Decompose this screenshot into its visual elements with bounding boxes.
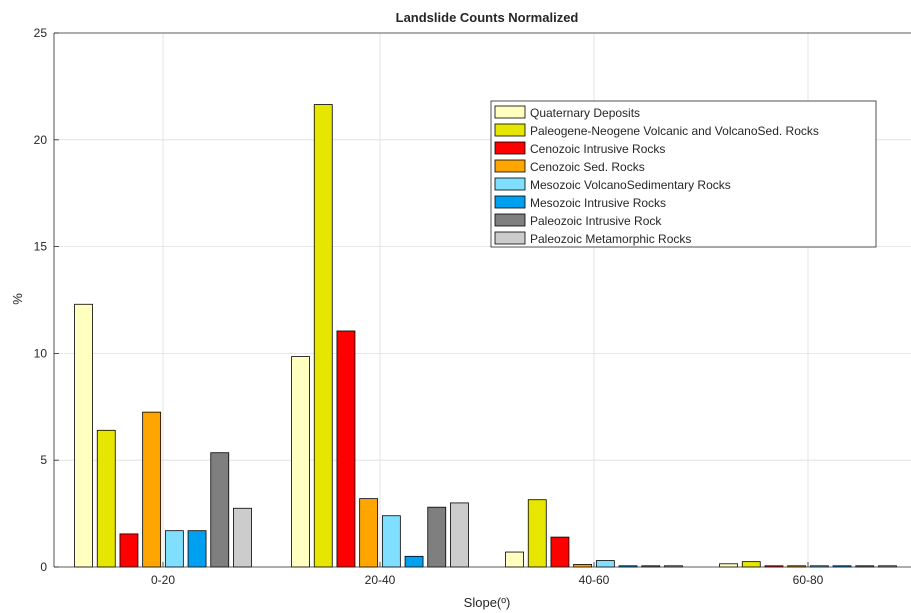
legend-box: [490, 100, 877, 248]
x-tick-label: 60-80: [793, 573, 824, 587]
bar: [210, 452, 230, 568]
bar: [96, 429, 116, 568]
bar: [359, 498, 379, 568]
bar: [164, 530, 184, 568]
legend-swatch: [494, 105, 526, 119]
legend-swatch: [494, 195, 526, 209]
y-tick-label: 10: [34, 346, 48, 360]
bar: [550, 536, 570, 568]
bar: [427, 506, 447, 568]
bar: [233, 507, 252, 568]
bar: [336, 330, 356, 568]
y-axis-label: %: [10, 293, 25, 305]
y-tick-label: 5: [40, 453, 47, 467]
legend-swatch: [494, 213, 526, 227]
legend-label: Mesozoic VolcanoSedimentary Rocks: [530, 178, 731, 192]
axes: [53, 32, 911, 568]
legend-swatch: [494, 159, 526, 173]
bar: [719, 563, 738, 568]
legend-swatch: [494, 141, 526, 155]
legend-swatch: [494, 177, 526, 191]
chart-title: Landslide Counts Normalized: [396, 10, 579, 25]
y-tick-label: 0: [40, 560, 47, 574]
bars: [74, 104, 897, 568]
legend-label: Mesozoic Intrusive Rocks: [530, 196, 666, 210]
bar: [74, 303, 93, 568]
y-tick-label: 25: [34, 26, 48, 40]
bar: [313, 104, 333, 568]
ticks: 0 5 10 15 20 25 0-20 20-40 40-60 60-80: [34, 26, 824, 587]
legend-label: Paleogene-Neogene Volcanic and VolcanoSe…: [530, 124, 819, 138]
bar: [381, 515, 401, 568]
legend: Quaternary Deposits Paleogene-Neogene Vol…: [490, 100, 877, 248]
bar: [741, 561, 761, 568]
x-tick-label: 40-60: [579, 573, 610, 587]
legend-label: Quaternary Deposits: [530, 106, 640, 120]
legend-swatch: [494, 123, 526, 137]
bar: [291, 356, 310, 568]
bar: [595, 560, 615, 568]
legend-label: Cenozoic Sed. Rocks: [530, 160, 645, 174]
bar: [404, 555, 424, 568]
legend-label: Paleozoic Metamorphic Rocks: [530, 232, 691, 246]
x-tick-label: 20-40: [365, 573, 396, 587]
y-tick-label: 15: [34, 240, 48, 254]
y-tick-label: 20: [34, 133, 48, 147]
x-tick-label: 0-20: [151, 573, 175, 587]
legend-swatch: [494, 231, 526, 245]
bar: [450, 502, 469, 568]
legend-label: Cenozoic Intrusive Rocks: [530, 142, 665, 156]
legend-label: Paleozoic Intrusive Rock: [530, 214, 662, 228]
bar: [187, 530, 207, 568]
bar: [119, 533, 139, 568]
x-axis-label: Slope(º): [464, 595, 511, 610]
bar: [505, 551, 524, 568]
bar: [142, 411, 162, 568]
bar: [527, 499, 547, 568]
